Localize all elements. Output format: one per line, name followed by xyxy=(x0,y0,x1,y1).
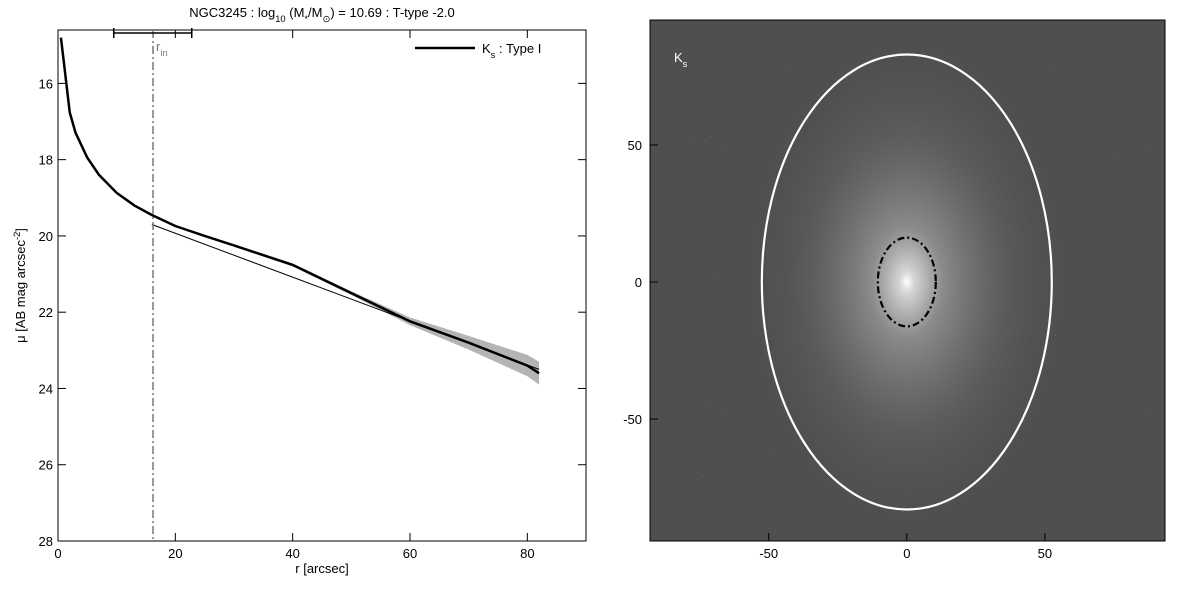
legend-label-part: : Type I xyxy=(495,41,541,56)
aperture-ellipse xyxy=(760,53,1053,511)
x-axis-label: r [arcsec] xyxy=(295,561,348,576)
band-label-part: K xyxy=(674,50,683,65)
y-tick-label: 24 xyxy=(39,381,53,396)
chart-title-part: ⊙ xyxy=(323,14,331,24)
galaxy-glow xyxy=(727,20,1087,541)
x-tick-label: 0 xyxy=(54,546,61,561)
aperture-ellipse xyxy=(876,236,937,328)
y-axis-label-part: ] xyxy=(13,228,28,232)
y-tick-label: 26 xyxy=(39,458,53,473)
x-tick-label: 40 xyxy=(285,546,299,561)
image-panel xyxy=(650,20,1165,541)
legend-label-part: K xyxy=(482,41,491,56)
y-axis-label: μ [AB mag arcsec-2] xyxy=(12,228,28,343)
y-tick-label: 20 xyxy=(39,229,53,244)
chart-title-part: /M xyxy=(308,5,322,20)
chart-title-part: NGC3245 : log xyxy=(189,5,275,20)
chart-title-part: ) = 10.69 : T-type -2.0 xyxy=(330,5,454,20)
y-tick-label: -50 xyxy=(623,412,642,427)
fit-line xyxy=(151,224,540,370)
error-band xyxy=(60,36,540,385)
x-tick-label: 60 xyxy=(403,546,417,561)
x-tick-label: 20 xyxy=(168,546,182,561)
image-frame xyxy=(649,19,1166,542)
legend-label-part: s xyxy=(491,50,496,60)
plot-frame xyxy=(57,29,587,542)
profile-line xyxy=(59,37,540,375)
r-in-label-part: r xyxy=(156,39,161,54)
y-tick-label: 16 xyxy=(39,76,53,91)
y-tick-label: 18 xyxy=(39,153,53,168)
x-tick-label: 50 xyxy=(1038,546,1052,561)
band-label: Ks xyxy=(674,50,688,69)
chart-title: NGC3245 : log10 (M*/M⊙) = 10.69 : T-type… xyxy=(189,5,455,24)
y-axis-label-part: μ [AB mag arcsec xyxy=(13,240,28,343)
legend-label: Ks : Type I xyxy=(482,41,541,60)
chart-title-part: (M xyxy=(286,5,305,20)
x-tick-label: -50 xyxy=(759,546,778,561)
y-tick-label: 50 xyxy=(628,138,642,153)
y-tick-label: 22 xyxy=(39,305,53,320)
y-tick-label: 0 xyxy=(635,275,642,290)
x-tick-label: 80 xyxy=(520,546,534,561)
y-tick-label: 28 xyxy=(39,534,53,549)
y-axis-label-part: -2 xyxy=(12,232,22,240)
r-in-label: rin xyxy=(156,39,168,58)
x-tick-label: 0 xyxy=(903,546,910,561)
chart-title-part: * xyxy=(304,14,308,24)
r-in-label-part: in xyxy=(160,48,167,58)
chart-title-part: 10 xyxy=(275,14,285,24)
band-label-part: s xyxy=(683,59,688,69)
